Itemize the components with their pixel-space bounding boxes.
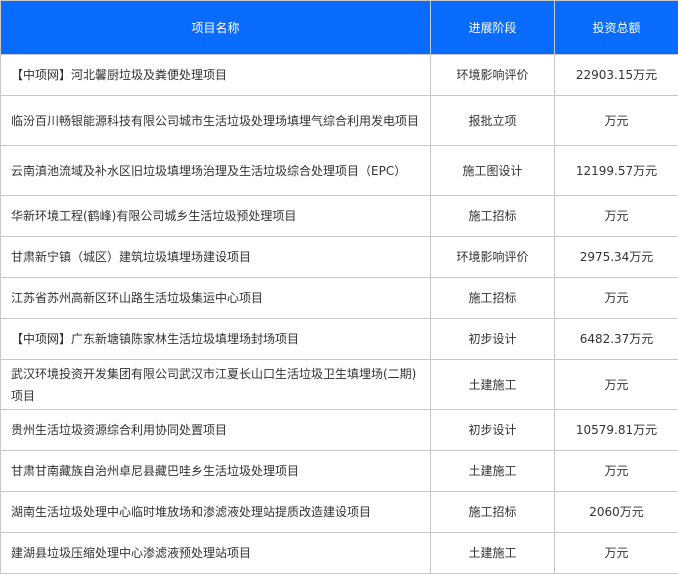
stage-cell: 环境影响评价	[431, 237, 555, 278]
project-name-cell[interactable]: 武汉环境投资开发集团有限公司武汉市江夏长山口生活垃圾卫生填埋场(二期)项目	[1, 360, 431, 410]
amount-cell: 万元	[555, 360, 678, 410]
project-name-cell[interactable]: 湖南生活垃圾处理中心临时堆放场和渗滤液处理站提质改造建设项目	[1, 492, 431, 533]
project-name-cell[interactable]: 江苏省苏州高新区环山路生活垃圾集运中心项目	[1, 278, 431, 319]
project-name-cell[interactable]: 临汾百川畅银能源科技有限公司城市生活垃圾处理场填埋气综合利用发电项目	[1, 96, 431, 146]
stage-cell: 施工招标	[431, 196, 555, 237]
amount-cell: 6482.37万元	[555, 319, 678, 360]
stage-cell: 土建施工	[431, 451, 555, 492]
amount-cell: 万元	[555, 278, 678, 319]
project-name-cell[interactable]: 建湖县垃圾压缩处理中心渗滤液预处理站项目	[1, 533, 431, 574]
table-header-row: 项目名称 进展阶段 投资总额	[1, 1, 678, 55]
amount-cell: 万元	[555, 451, 678, 492]
project-name-cell[interactable]: 云南滇池流域及补水区旧垃圾填埋场治理及生活垃圾综合处理项目（EPC）	[1, 146, 431, 196]
project-name-cell[interactable]: 【中项网】广东新塘镇陈家林生活垃圾填埋场封场项目	[1, 319, 431, 360]
amount-cell: 2060万元	[555, 492, 678, 533]
amount-cell: 2975.34万元	[555, 237, 678, 278]
stage-cell: 施工图设计	[431, 146, 555, 196]
stage-cell: 初步设计	[431, 410, 555, 451]
project-name-cell[interactable]: 甘肃新宁镇（城区）建筑垃圾填埋场建设项目	[1, 237, 431, 278]
stage-cell: 报批立项	[431, 96, 555, 146]
table-row: 华新环境工程(鹤峰)有限公司城乡生活垃圾预处理项目施工招标万元	[1, 196, 678, 237]
stage-cell: 土建施工	[431, 360, 555, 410]
amount-cell: 万元	[555, 96, 678, 146]
stage-cell: 土建施工	[431, 533, 555, 574]
column-header-amount: 投资总额	[555, 1, 678, 55]
table-row: 甘肃甘南藏族自治州卓尼县藏巴哇乡生活垃圾处理项目土建施工万元	[1, 451, 678, 492]
amount-cell: 22903.15万元	[555, 55, 678, 96]
table-row: 临汾百川畅银能源科技有限公司城市生活垃圾处理场填埋气综合利用发电项目报批立项万元	[1, 96, 678, 146]
stage-cell: 初步设计	[431, 319, 555, 360]
project-name-cell[interactable]: 甘肃甘南藏族自治州卓尼县藏巴哇乡生活垃圾处理项目	[1, 451, 431, 492]
column-header-stage: 进展阶段	[431, 1, 555, 55]
table-row: 武汉环境投资开发集团有限公司武汉市江夏长山口生活垃圾卫生填埋场(二期)项目土建施…	[1, 360, 678, 410]
table-row: 江苏省苏州高新区环山路生活垃圾集运中心项目施工招标万元	[1, 278, 678, 319]
table-row: 建湖县垃圾压缩处理中心渗滤液预处理站项目土建施工万元	[1, 533, 678, 574]
stage-cell: 环境影响评价	[431, 55, 555, 96]
amount-cell: 万元	[555, 196, 678, 237]
stage-cell: 施工招标	[431, 278, 555, 319]
amount-cell: 10579.81万元	[555, 410, 678, 451]
amount-cell: 12199.57万元	[555, 146, 678, 196]
project-name-cell[interactable]: 【中项网】河北馨厨垃圾及粪便处理项目	[1, 55, 431, 96]
column-header-name: 项目名称	[1, 1, 431, 55]
project-name-cell[interactable]: 贵州生活垃圾资源综合利用协同处置项目	[1, 410, 431, 451]
amount-cell: 万元	[555, 533, 678, 574]
stage-cell: 施工招标	[431, 492, 555, 533]
project-name-cell[interactable]: 华新环境工程(鹤峰)有限公司城乡生活垃圾预处理项目	[1, 196, 431, 237]
